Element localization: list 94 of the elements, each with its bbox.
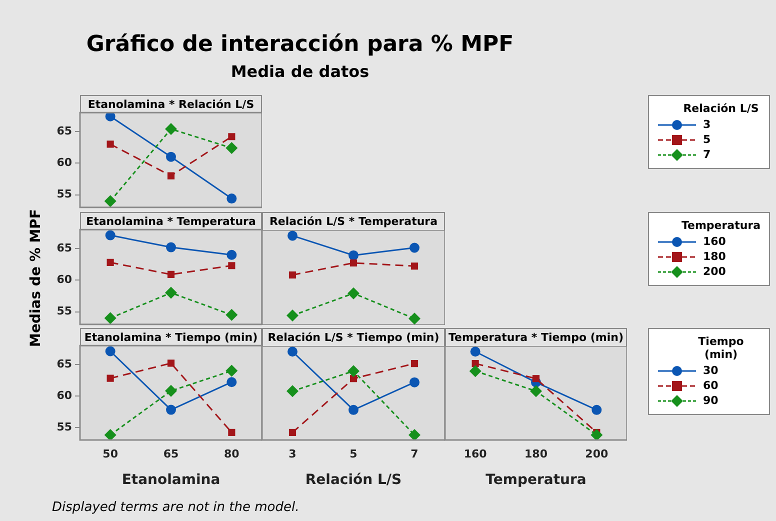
point <box>350 259 358 266</box>
x-axis-title: Temperatura <box>486 472 586 488</box>
y-tick-label: 65 <box>56 242 72 255</box>
point <box>470 346 480 357</box>
point <box>226 377 237 388</box>
point <box>410 242 420 253</box>
point <box>410 377 420 388</box>
legend-title: Temperatura <box>681 219 761 232</box>
point <box>228 262 236 270</box>
point <box>410 360 418 368</box>
point <box>228 429 236 436</box>
y-tick-label: 65 <box>56 124 72 138</box>
point <box>408 428 420 440</box>
point <box>472 360 479 368</box>
point <box>226 250 237 260</box>
y-tick-label: 55 <box>56 420 72 434</box>
x-tick-label: 3 <box>288 447 296 460</box>
point <box>532 375 540 382</box>
legend-label: 160 <box>703 235 726 248</box>
point <box>165 385 177 398</box>
y-tick-label: 65 <box>56 358 72 371</box>
point <box>226 194 237 204</box>
legend-title: Relación L/S <box>682 102 760 115</box>
y-tick-label: 60 <box>56 273 72 286</box>
x-tick-label: 180 <box>524 447 548 460</box>
point <box>226 365 238 378</box>
point <box>167 172 175 180</box>
point <box>348 404 358 415</box>
point <box>226 309 238 322</box>
x-axis-title: Etanolamina <box>122 472 220 489</box>
x-tick-label: 5 <box>350 447 358 460</box>
point <box>348 287 360 300</box>
point <box>104 429 116 440</box>
legend-label: 7 <box>703 148 711 161</box>
point <box>106 259 114 266</box>
chart-title: Etanolamina * Temperatura <box>80 212 262 231</box>
legend-label: 90 <box>703 394 718 407</box>
y-tick-label: 55 <box>56 188 72 202</box>
point <box>104 312 116 324</box>
point <box>165 287 177 300</box>
text: 30 <box>703 364 718 377</box>
point <box>288 346 298 357</box>
point <box>286 385 298 398</box>
legend-label: 5 <box>703 133 711 146</box>
point <box>166 405 176 416</box>
point <box>288 271 296 278</box>
y-axis-title: Medias de % MPF <box>28 208 44 346</box>
x-tick-label: 7 <box>410 447 418 460</box>
point <box>166 152 176 162</box>
point <box>106 375 114 382</box>
point <box>592 404 602 415</box>
point <box>590 428 603 440</box>
point <box>408 312 420 325</box>
point <box>288 230 298 241</box>
text: Gráfico de interacción para % MPF <box>85 32 515 57</box>
point <box>228 133 236 141</box>
point <box>348 250 358 260</box>
chart-title: Etanolamina * Relación L/S <box>80 95 262 114</box>
point <box>288 428 296 436</box>
y-tick-label: 55 <box>56 305 72 318</box>
point <box>105 230 116 241</box>
y-tick-label: 60 <box>56 156 72 170</box>
point <box>410 262 418 270</box>
text: Media de datos <box>230 62 370 81</box>
point <box>106 141 114 148</box>
point <box>166 242 176 253</box>
point <box>530 385 542 398</box>
point <box>348 365 360 378</box>
legend-label: 180 <box>703 250 726 263</box>
y-tick-label: 60 <box>56 389 72 402</box>
chart-title: Relación L/S * Tiempo (min) <box>262 328 445 347</box>
point <box>286 310 298 322</box>
point <box>167 360 175 368</box>
chart-title: Temperatura * Tiempo (min) <box>445 328 627 347</box>
point <box>105 112 116 122</box>
point <box>469 365 482 378</box>
chart-title: Relación L/S * Temperatura <box>262 212 445 231</box>
point <box>104 195 116 208</box>
point <box>226 142 238 154</box>
x-tick-label: 200 <box>585 447 608 460</box>
legend-label: 3 <box>703 118 711 131</box>
point <box>167 271 175 278</box>
x-axis-title: Relación L/S <box>305 472 402 488</box>
legend-label: 200 <box>703 265 726 278</box>
x-tick-label: 50 <box>102 448 118 461</box>
legend-title: Tiempo (min) <box>697 335 745 361</box>
legend-label: 60 <box>703 379 718 392</box>
point <box>165 123 177 136</box>
x-tick-label: 65 <box>163 448 179 461</box>
chart-title: Etanolamina * Tiempo (min) <box>80 328 262 347</box>
point <box>105 346 116 357</box>
x-tick-label: 80 <box>224 448 240 461</box>
text: Displayed terms are not in the model. <box>52 500 300 515</box>
x-tick-label: 160 <box>464 447 488 460</box>
